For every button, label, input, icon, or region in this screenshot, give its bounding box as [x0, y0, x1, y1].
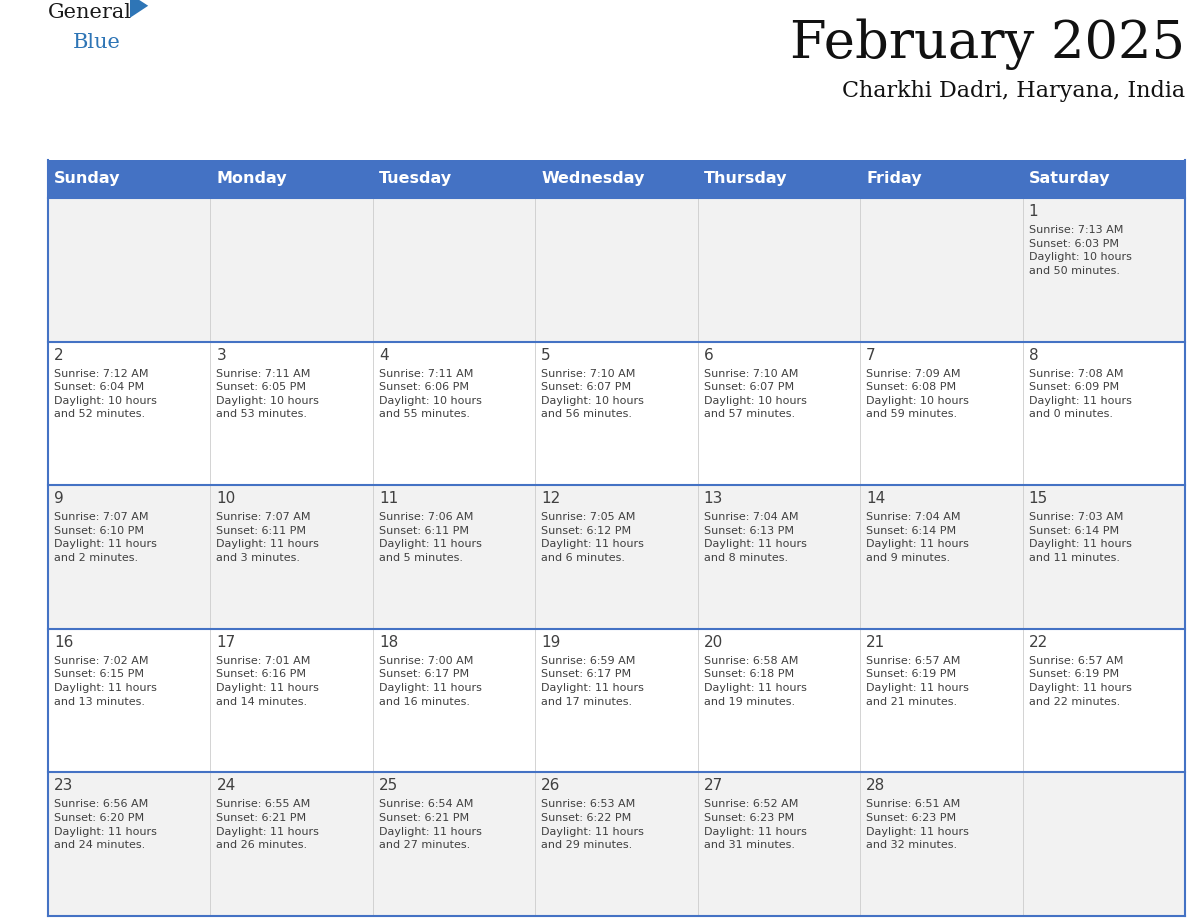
Text: Sunrise: 6:58 AM
Sunset: 6:18 PM
Daylight: 11 hours
and 19 minutes.: Sunrise: 6:58 AM Sunset: 6:18 PM Dayligh…	[703, 655, 807, 707]
Text: Sunrise: 7:09 AM
Sunset: 6:08 PM
Daylight: 10 hours
and 59 minutes.: Sunrise: 7:09 AM Sunset: 6:08 PM Dayligh…	[866, 369, 969, 420]
Text: Sunday: Sunday	[53, 172, 120, 186]
Text: Sunrise: 7:01 AM
Sunset: 6:16 PM
Daylight: 11 hours
and 14 minutes.: Sunrise: 7:01 AM Sunset: 6:16 PM Dayligh…	[216, 655, 320, 707]
Text: 5: 5	[542, 348, 551, 363]
Text: Sunrise: 7:05 AM
Sunset: 6:12 PM
Daylight: 11 hours
and 6 minutes.: Sunrise: 7:05 AM Sunset: 6:12 PM Dayligh…	[542, 512, 644, 563]
Text: Sunrise: 6:55 AM
Sunset: 6:21 PM
Daylight: 11 hours
and 26 minutes.: Sunrise: 6:55 AM Sunset: 6:21 PM Dayligh…	[216, 800, 320, 850]
Text: Sunrise: 7:10 AM
Sunset: 6:07 PM
Daylight: 10 hours
and 57 minutes.: Sunrise: 7:10 AM Sunset: 6:07 PM Dayligh…	[703, 369, 807, 420]
Text: 21: 21	[866, 635, 885, 650]
Text: Sunrise: 6:52 AM
Sunset: 6:23 PM
Daylight: 11 hours
and 31 minutes.: Sunrise: 6:52 AM Sunset: 6:23 PM Dayligh…	[703, 800, 807, 850]
Text: 24: 24	[216, 778, 235, 793]
Bar	[48, 629, 1184, 772]
Text: Sunrise: 6:54 AM
Sunset: 6:21 PM
Daylight: 11 hours
and 27 minutes.: Sunrise: 6:54 AM Sunset: 6:21 PM Dayligh…	[379, 800, 481, 850]
Text: Sunrise: 7:11 AM
Sunset: 6:05 PM
Daylight: 10 hours
and 53 minutes.: Sunrise: 7:11 AM Sunset: 6:05 PM Dayligh…	[216, 369, 320, 420]
Text: 18: 18	[379, 635, 398, 650]
Text: Tuesday: Tuesday	[379, 172, 451, 186]
Text: Saturday: Saturday	[1029, 172, 1110, 186]
Bar	[48, 772, 1184, 916]
Text: 17: 17	[216, 635, 235, 650]
Text: Sunrise: 7:12 AM
Sunset: 6:04 PM
Daylight: 10 hours
and 52 minutes.: Sunrise: 7:12 AM Sunset: 6:04 PM Dayligh…	[53, 369, 157, 420]
Text: Wednesday: Wednesday	[542, 172, 645, 186]
Text: 7: 7	[866, 348, 876, 363]
Text: 28: 28	[866, 778, 885, 793]
Text: 16: 16	[53, 635, 74, 650]
Text: Sunrise: 6:57 AM
Sunset: 6:19 PM
Daylight: 11 hours
and 22 minutes.: Sunrise: 6:57 AM Sunset: 6:19 PM Dayligh…	[1029, 655, 1131, 707]
Text: 11: 11	[379, 491, 398, 506]
Text: 10: 10	[216, 491, 235, 506]
Text: Sunrise: 6:51 AM
Sunset: 6:23 PM
Daylight: 11 hours
and 32 minutes.: Sunrise: 6:51 AM Sunset: 6:23 PM Dayligh…	[866, 800, 969, 850]
Bar	[48, 160, 1184, 198]
Text: 25: 25	[379, 778, 398, 793]
Text: 1: 1	[1029, 204, 1038, 219]
Text: Charkhi Dadri, Haryana, India: Charkhi Dadri, Haryana, India	[842, 80, 1184, 102]
Text: Sunrise: 6:57 AM
Sunset: 6:19 PM
Daylight: 11 hours
and 21 minutes.: Sunrise: 6:57 AM Sunset: 6:19 PM Dayligh…	[866, 655, 969, 707]
Text: Sunrise: 7:00 AM
Sunset: 6:17 PM
Daylight: 11 hours
and 16 minutes.: Sunrise: 7:00 AM Sunset: 6:17 PM Dayligh…	[379, 655, 481, 707]
Text: 6: 6	[703, 348, 714, 363]
Text: Sunrise: 7:04 AM
Sunset: 6:13 PM
Daylight: 11 hours
and 8 minutes.: Sunrise: 7:04 AM Sunset: 6:13 PM Dayligh…	[703, 512, 807, 563]
Bar	[48, 486, 1184, 629]
Bar	[48, 341, 1184, 486]
Text: Sunrise: 7:10 AM
Sunset: 6:07 PM
Daylight: 10 hours
and 56 minutes.: Sunrise: 7:10 AM Sunset: 6:07 PM Dayligh…	[542, 369, 644, 420]
Polygon shape	[129, 0, 148, 17]
Text: 3: 3	[216, 348, 226, 363]
Text: 20: 20	[703, 635, 723, 650]
Text: Blue: Blue	[72, 33, 121, 52]
Text: Sunrise: 7:11 AM
Sunset: 6:06 PM
Daylight: 10 hours
and 55 minutes.: Sunrise: 7:11 AM Sunset: 6:06 PM Dayligh…	[379, 369, 481, 420]
Text: 15: 15	[1029, 491, 1048, 506]
Text: 19: 19	[542, 635, 561, 650]
Text: 26: 26	[542, 778, 561, 793]
Text: Sunrise: 7:06 AM
Sunset: 6:11 PM
Daylight: 11 hours
and 5 minutes.: Sunrise: 7:06 AM Sunset: 6:11 PM Dayligh…	[379, 512, 481, 563]
Text: 14: 14	[866, 491, 885, 506]
Text: Thursday: Thursday	[703, 172, 788, 186]
Text: Sunrise: 6:59 AM
Sunset: 6:17 PM
Daylight: 11 hours
and 17 minutes.: Sunrise: 6:59 AM Sunset: 6:17 PM Dayligh…	[542, 655, 644, 707]
Text: 13: 13	[703, 491, 723, 506]
Text: 23: 23	[53, 778, 74, 793]
Text: 12: 12	[542, 491, 561, 506]
Text: Sunrise: 7:03 AM
Sunset: 6:14 PM
Daylight: 11 hours
and 11 minutes.: Sunrise: 7:03 AM Sunset: 6:14 PM Dayligh…	[1029, 512, 1131, 563]
Text: 8: 8	[1029, 348, 1038, 363]
Text: Sunrise: 7:08 AM
Sunset: 6:09 PM
Daylight: 11 hours
and 0 minutes.: Sunrise: 7:08 AM Sunset: 6:09 PM Dayligh…	[1029, 369, 1131, 420]
Bar	[48, 198, 1184, 341]
Text: 2: 2	[53, 348, 64, 363]
Text: February 2025: February 2025	[790, 18, 1184, 70]
Text: Sunrise: 7:02 AM
Sunset: 6:15 PM
Daylight: 11 hours
and 13 minutes.: Sunrise: 7:02 AM Sunset: 6:15 PM Dayligh…	[53, 655, 157, 707]
Text: Sunrise: 7:13 AM
Sunset: 6:03 PM
Daylight: 10 hours
and 50 minutes.: Sunrise: 7:13 AM Sunset: 6:03 PM Dayligh…	[1029, 225, 1131, 275]
Text: Sunrise: 6:53 AM
Sunset: 6:22 PM
Daylight: 11 hours
and 29 minutes.: Sunrise: 6:53 AM Sunset: 6:22 PM Dayligh…	[542, 800, 644, 850]
Text: 4: 4	[379, 348, 388, 363]
Text: 9: 9	[53, 491, 64, 506]
Text: Sunrise: 7:04 AM
Sunset: 6:14 PM
Daylight: 11 hours
and 9 minutes.: Sunrise: 7:04 AM Sunset: 6:14 PM Dayligh…	[866, 512, 969, 563]
Text: Sunrise: 6:56 AM
Sunset: 6:20 PM
Daylight: 11 hours
and 24 minutes.: Sunrise: 6:56 AM Sunset: 6:20 PM Dayligh…	[53, 800, 157, 850]
Text: Sunrise: 7:07 AM
Sunset: 6:10 PM
Daylight: 11 hours
and 2 minutes.: Sunrise: 7:07 AM Sunset: 6:10 PM Dayligh…	[53, 512, 157, 563]
Text: Friday: Friday	[866, 172, 922, 186]
Text: General: General	[48, 3, 132, 22]
Text: 27: 27	[703, 778, 723, 793]
Text: Monday: Monday	[216, 172, 287, 186]
Text: Sunrise: 7:07 AM
Sunset: 6:11 PM
Daylight: 11 hours
and 3 minutes.: Sunrise: 7:07 AM Sunset: 6:11 PM Dayligh…	[216, 512, 320, 563]
Text: 22: 22	[1029, 635, 1048, 650]
